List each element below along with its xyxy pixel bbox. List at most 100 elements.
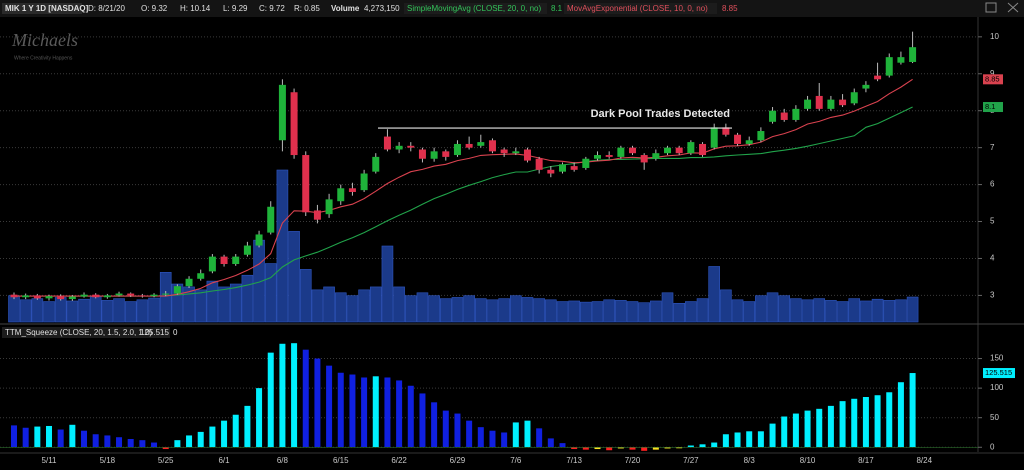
- volume-bar: [124, 301, 137, 323]
- squeeze-bar: [699, 444, 706, 448]
- icon[interactable]: [1007, 2, 1019, 13]
- volume-bar: [264, 263, 277, 323]
- volume-bar: [474, 298, 487, 323]
- volume-bar: [416, 292, 429, 323]
- volume-bar: [498, 298, 510, 323]
- candle-body: [162, 293, 170, 295]
- squeeze-bar: [46, 425, 53, 448]
- symbol-box[interactable]: [2, 3, 82, 14]
- squeeze-bar: [711, 442, 718, 448]
- squeeze-bar: [501, 432, 508, 448]
- candle-body: [839, 99, 847, 106]
- price-box-label: 8.1: [985, 102, 995, 111]
- squeeze-bar: [279, 343, 286, 448]
- volume-bar: [906, 296, 919, 323]
- icon[interactable]: [985, 2, 997, 13]
- squeeze-bar: [676, 447, 683, 449]
- candle-body: [745, 140, 753, 144]
- candle-body: [80, 294, 88, 297]
- squeeze-label[interactable]: TTM_Squeeze (CLOSE, 20, 1.5, 2.0, 1.0): [5, 328, 153, 337]
- volume-bar: [848, 298, 861, 323]
- candle-body: [862, 84, 870, 89]
- squeeze-bar: [139, 440, 146, 448]
- squeeze-bar: [232, 414, 239, 448]
- header-low: L: 9.29: [223, 4, 248, 13]
- header-volume: 4,273,150: [364, 4, 400, 13]
- candle-body: [360, 173, 368, 191]
- candle-body: [629, 147, 637, 154]
- candle-body: [325, 199, 333, 215]
- symbol-label[interactable]: MIK 1 Y 1D [NASDAQ]: [5, 4, 89, 13]
- x-tick-label: 7/20: [625, 456, 641, 465]
- squeeze-bar: [582, 447, 589, 450]
- volume-bar: [545, 299, 557, 323]
- candle-body: [348, 188, 356, 192]
- squeeze-bar: [337, 372, 344, 448]
- volume-bar: [825, 300, 837, 323]
- window-icons[interactable]: [985, 2, 1019, 13]
- squeeze-bar: [547, 438, 554, 448]
- volume-bar: [288, 231, 300, 323]
- study-box[interactable]: [404, 3, 547, 14]
- squeeze-bar: [874, 395, 881, 448]
- candle-body: [103, 295, 111, 298]
- volume-bar: [346, 295, 359, 323]
- volume-bar: [580, 301, 592, 323]
- volume-bar: [8, 295, 20, 323]
- ema-label[interactable]: MovAvgExponential (CLOSE, 10, 0, no): [567, 4, 708, 13]
- squeeze-bar: [162, 447, 169, 450]
- candle-body: [897, 57, 905, 63]
- volume-bar: [510, 295, 522, 323]
- volume-bar: [638, 302, 650, 323]
- volume-bar: [311, 289, 324, 323]
- value-box: [983, 368, 1015, 379]
- candle-body: [45, 296, 53, 299]
- volume-bar: [871, 298, 884, 323]
- squeeze-bar: [127, 438, 134, 448]
- squeeze-bar: [81, 430, 88, 448]
- volume-bar: [533, 298, 545, 323]
- volume-bar: [276, 169, 289, 323]
- volume-bar: [148, 297, 160, 323]
- candle-body: [827, 99, 835, 109]
- volume-bar: [404, 295, 417, 323]
- price-box-label: 8.85: [985, 74, 1000, 83]
- squeeze-bar: [442, 410, 449, 448]
- x-tick-label: 6/8: [277, 456, 289, 465]
- squeeze-value: 0: [173, 328, 178, 337]
- volume-bar: [393, 286, 405, 323]
- candle-body: [267, 206, 275, 233]
- sma-label[interactable]: SimpleMovingAvg (CLOSE, 20, 0, no): [407, 4, 541, 13]
- candle-body: [722, 127, 730, 135]
- candle-body: [22, 295, 30, 298]
- squeeze-bar: [617, 447, 624, 449]
- candle-body: [512, 151, 520, 154]
- volume-bar: [603, 299, 615, 323]
- squeeze-bar: [466, 420, 473, 448]
- squeeze-bar: [396, 380, 403, 448]
- squeeze-bar: [209, 426, 216, 448]
- volume-bar: [101, 300, 114, 323]
- candle-body: [477, 142, 485, 146]
- candle-body: [909, 47, 917, 62]
- x-tick-label: 5/18: [100, 456, 116, 465]
- candle-body: [68, 296, 76, 300]
- volume-bar: [381, 245, 394, 323]
- study-box[interactable]: [2, 327, 170, 338]
- volume-bar: [31, 298, 44, 323]
- study-box[interactable]: [564, 3, 717, 14]
- candle-body: [757, 131, 765, 141]
- volume-bar: [136, 299, 149, 323]
- y-tick-label: 6: [990, 180, 995, 189]
- candle-body: [652, 153, 660, 159]
- candle-body: [605, 155, 613, 157]
- volume-bar: [89, 295, 102, 323]
- candle-body: [874, 75, 882, 80]
- y-tick-label: 10: [990, 32, 999, 41]
- volume-bar: [673, 302, 685, 323]
- candle-body: [150, 294, 158, 297]
- squeeze-bar: [827, 405, 834, 448]
- candle-body: [465, 143, 473, 148]
- x-tick-label: 7/27: [683, 456, 699, 465]
